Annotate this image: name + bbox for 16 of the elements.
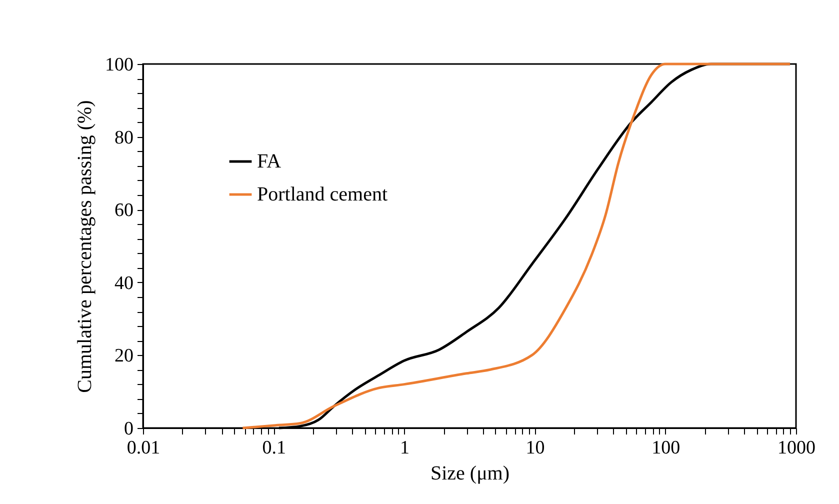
- y-tick-label: 20: [114, 346, 134, 367]
- x-tick-label: 1: [400, 438, 410, 458]
- x-tick-label: 0.1: [262, 438, 286, 458]
- y-tick-label: 100: [105, 54, 134, 76]
- y-tick-label: 80: [114, 127, 134, 148]
- legend-label: Portland cement: [257, 184, 388, 206]
- x-axis-title: Size (μm): [430, 462, 510, 484]
- x-tick-label: 10: [526, 438, 545, 458]
- legend-label: FA: [257, 150, 282, 172]
- y-tick-label: 40: [114, 272, 134, 294]
- y-tick-label: 0: [124, 418, 134, 440]
- x-tick-label: 100: [652, 438, 680, 458]
- x-tick-label: 0.01: [126, 438, 160, 458]
- x-tick-label: 1000: [778, 438, 816, 458]
- y-axis-title: Cumulative percentages passing (%): [74, 100, 96, 393]
- y-tick-label: 60: [114, 200, 134, 222]
